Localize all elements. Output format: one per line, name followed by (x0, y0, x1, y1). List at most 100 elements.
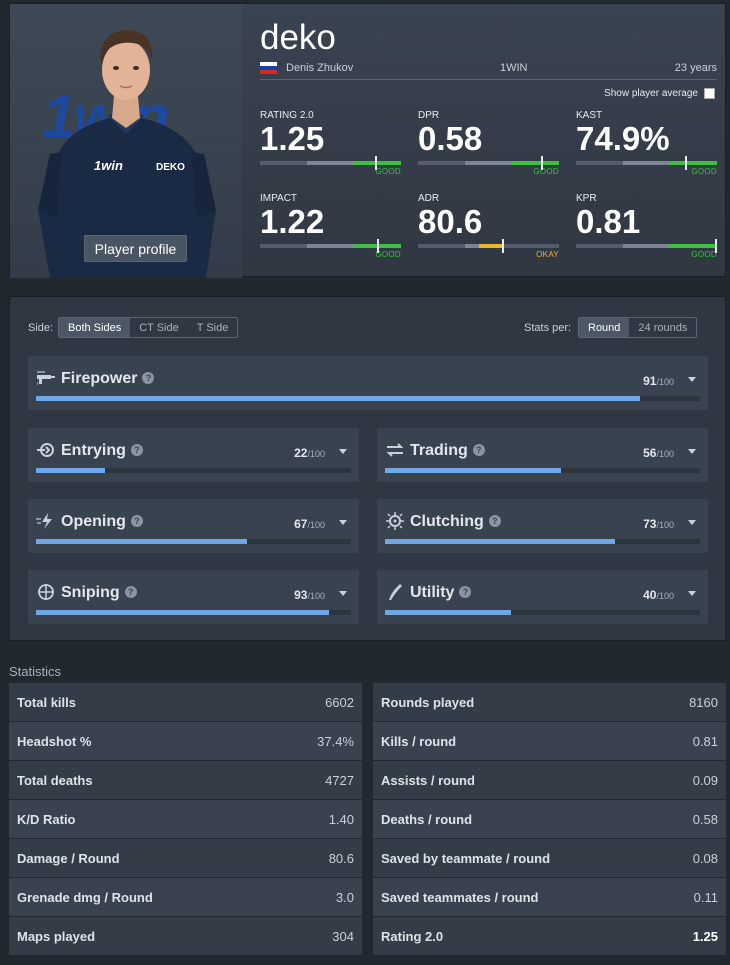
role-card-trading[interactable]: Trading? 56/100 (377, 428, 708, 482)
stat-label: RATING 2.0 (260, 110, 314, 121)
stat-value: 0.81 (576, 203, 641, 240)
per-round-button[interactable]: Round (579, 318, 630, 337)
side-both-button[interactable]: Both Sides (59, 318, 131, 337)
role-card-sniping[interactable]: Sniping? 93/100 (28, 570, 359, 624)
role-card-firepower[interactable]: Firepower? 91/100 (28, 356, 708, 410)
gauge-marker (377, 239, 380, 253)
role-score-fill (385, 468, 562, 473)
table-row: Rounds played 8160 (373, 683, 726, 722)
role-score-track (36, 468, 351, 473)
role-score-track (36, 396, 700, 401)
gauge-mid-zone (306, 161, 354, 165)
table-row: Saved teammates / round 0.11 (373, 878, 726, 917)
gauge-mid-zone (622, 161, 670, 165)
table-row: Total kills 6602 (9, 683, 362, 722)
show-average-label: Show player average (604, 88, 698, 99)
chevron-down-icon[interactable] (688, 520, 696, 525)
gauge-marker (374, 156, 377, 170)
gauge-marker (714, 239, 717, 253)
player-team[interactable]: 1WIN (500, 62, 528, 74)
stat-rating-label: GOOD (533, 167, 559, 176)
role-name: Utility? (410, 584, 472, 602)
role-score-track (385, 468, 700, 473)
player-photo: 1win 1win DEKO Player profile (10, 4, 242, 278)
role-score: 22/100 (294, 446, 325, 460)
help-icon[interactable]: ? (459, 586, 472, 598)
chevron-down-icon[interactable] (688, 377, 696, 382)
stat-rating: RATING 2.0 1.25 GOOD (260, 110, 401, 176)
stat-value: 1.25 (260, 120, 325, 157)
role-card-entrying[interactable]: Entrying? 22/100 (28, 428, 359, 482)
role-score: 67/100 (294, 517, 325, 531)
role-name: Entrying? (61, 442, 143, 460)
help-icon[interactable]: ? (124, 586, 137, 598)
role-score-track (36, 539, 351, 544)
opening-icon (36, 513, 52, 529)
player-real-name: Denis Zhukov (286, 62, 354, 74)
per-24-rounds-button[interactable]: 24 rounds (638, 321, 688, 334)
role-card-clutching[interactable]: Clutching? 73/100 (377, 499, 708, 553)
svg-text:1win: 1win (94, 158, 123, 173)
role-score: 40/100 (643, 588, 674, 602)
gauge-rating-zone (669, 161, 717, 165)
table-row: Total deaths 4727 (9, 761, 362, 800)
stat-label: DPR (418, 110, 440, 121)
help-icon[interactable]: ? (472, 444, 485, 456)
gauge-marker (501, 239, 504, 253)
table-row: K/D Ratio 1.40 (9, 800, 362, 839)
role-score: 91/100 (643, 374, 674, 388)
stat-label: KPR (576, 193, 597, 204)
role-score-fill (36, 396, 641, 401)
russia-flag-icon (260, 62, 277, 74)
chevron-down-icon[interactable] (339, 520, 347, 525)
player-meta-row: Denis Zhukov 1WIN 23 years (260, 60, 717, 80)
role-score-fill (36, 539, 248, 544)
gauge-marker (541, 156, 544, 170)
show-player-average-toggle[interactable]: Show player average (604, 88, 715, 99)
player-profile-button[interactable]: Player profile (84, 235, 187, 262)
side-filter-label: Side: (28, 322, 54, 334)
stat-kast: KAST 74.9% GOOD (576, 110, 717, 176)
role-name: Sniping? (61, 584, 137, 602)
statistics-left-table: Total kills 6602 Headshot % 37.4% Total de… (9, 683, 362, 956)
role-card-opening[interactable]: Opening? 67/100 (28, 499, 359, 553)
role-score-fill (385, 610, 511, 615)
stat-rating-label: GOOD (375, 167, 401, 176)
help-icon[interactable]: ? (130, 515, 143, 527)
sniping-icon (38, 584, 54, 600)
player-profile-card: 1win 1win DEKO Player profile deko Den (9, 3, 726, 278)
role-score: 93/100 (294, 588, 325, 602)
utility-icon (389, 584, 402, 600)
chevron-down-icon[interactable] (688, 449, 696, 454)
role-name: Firepower? (61, 370, 155, 388)
stat-adr: ADR 80.6 OKAY (418, 193, 559, 259)
help-icon[interactable]: ? (130, 444, 143, 456)
table-row: Damage / Round 80.6 (9, 839, 362, 878)
clutching-icon (386, 512, 404, 530)
stat-rating-label: GOOD (375, 250, 401, 259)
chevron-down-icon[interactable] (688, 591, 696, 596)
side-t-button[interactable]: T Side (196, 321, 229, 334)
side-ct-button[interactable]: CT Side (139, 321, 179, 334)
chevron-down-icon[interactable] (339, 591, 347, 596)
help-icon[interactable]: ? (488, 515, 501, 527)
chevron-down-icon[interactable] (339, 449, 347, 454)
role-score-track (385, 610, 700, 615)
gauge-rating-zone (353, 161, 401, 165)
role-card-utility[interactable]: Utility? 40/100 (377, 570, 708, 624)
table-row: Rating 2.0 1.25 (373, 917, 726, 956)
player-age: 23 years (674, 62, 717, 74)
stat-label: KAST (576, 110, 603, 121)
entrying-icon (37, 443, 54, 457)
stat-value: 0.58 (418, 120, 483, 157)
help-icon[interactable]: ? (142, 372, 155, 384)
show-average-checkbox[interactable] (704, 88, 715, 99)
stat-kpr: KPR 0.81 GOOD (576, 193, 717, 259)
gauge-rating-zone (478, 244, 503, 248)
gauge-mid-zone (464, 161, 512, 165)
gauge-marker (684, 156, 687, 170)
gauge-rating-zone (353, 244, 401, 248)
stat-value: 74.9% (576, 120, 670, 157)
table-row: Kills / round 0.81 (373, 722, 726, 761)
stats-per-label: Stats per: (524, 322, 572, 334)
